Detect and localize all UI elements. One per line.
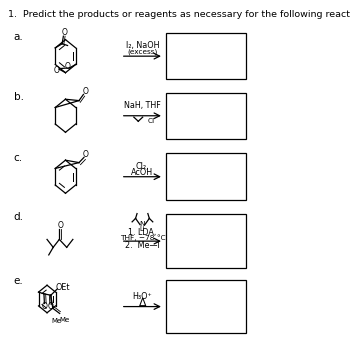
Text: Me: Me <box>60 317 70 323</box>
Text: O: O <box>61 28 67 37</box>
Text: THF, −78 °C: THF, −78 °C <box>120 234 165 241</box>
Bar <box>166 92 246 139</box>
Text: e.: e. <box>14 275 23 286</box>
Text: N: N <box>140 221 145 227</box>
Text: O: O <box>57 221 63 230</box>
Text: I₂, NaOH: I₂, NaOH <box>126 41 159 50</box>
Text: c.: c. <box>14 153 23 163</box>
Text: Li: Li <box>140 226 145 232</box>
Text: O: O <box>48 302 54 312</box>
Bar <box>166 215 246 268</box>
Text: b.: b. <box>14 92 24 102</box>
Text: 1.  Predict the products or reagents as necessary for the following reactions.: 1. Predict the products or reagents as n… <box>8 10 350 19</box>
Text: NaH, THF: NaH, THF <box>124 101 161 110</box>
Text: Me: Me <box>51 318 62 324</box>
Bar <box>166 280 246 333</box>
Text: a.: a. <box>14 32 23 42</box>
Text: Cl₂,: Cl₂, <box>136 162 149 171</box>
Text: O: O <box>54 66 60 75</box>
Text: 1. LDA,: 1. LDA, <box>128 228 156 237</box>
Text: H₃O⁺: H₃O⁺ <box>133 292 152 301</box>
Text: Δ: Δ <box>139 298 146 308</box>
Text: O: O <box>64 62 70 71</box>
Bar <box>166 153 246 200</box>
Text: Cl: Cl <box>148 118 155 124</box>
Text: (excess): (excess) <box>127 49 158 55</box>
Text: O: O <box>82 87 88 96</box>
Text: O: O <box>42 302 48 311</box>
Text: AcOH: AcOH <box>131 168 154 177</box>
Bar <box>166 33 246 79</box>
Text: O: O <box>83 150 89 159</box>
Text: d.: d. <box>14 212 24 222</box>
Text: 2.  Me—I: 2. Me—I <box>125 241 160 251</box>
Text: OEt: OEt <box>55 283 70 292</box>
